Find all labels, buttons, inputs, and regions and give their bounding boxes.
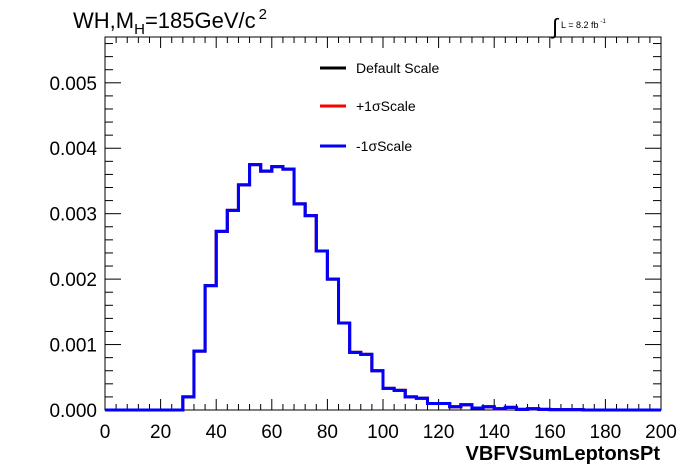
title-superscript: 2	[258, 6, 267, 23]
title-subscript: H	[134, 21, 145, 38]
series-line-2	[105, 163, 661, 412]
x-tick-label: 60	[261, 422, 282, 443]
x-tick-label: 200	[645, 422, 677, 443]
series-group	[105, 163, 661, 412]
x-tick-label: 140	[478, 422, 510, 443]
integral-symbol: ∫	[552, 14, 559, 39]
y-tick-label: 0.002	[49, 270, 97, 291]
x-tick-label: 40	[206, 422, 227, 443]
y-tick-label: 0.000	[49, 401, 97, 422]
x-tick-label: 120	[423, 422, 455, 443]
plot-title: WH,MH=185GeV/c 2	[73, 6, 267, 38]
x-tick-label: 0	[100, 422, 111, 443]
x-tick-label: 20	[150, 422, 171, 443]
x-tick-label: 160	[534, 422, 566, 443]
x-axis-title: VBFVSumLeptonsPt	[466, 443, 661, 465]
y-tick-label: 0.003	[49, 205, 97, 226]
legend: Default Scale +1σScale -1σScale	[320, 60, 439, 154]
y-tick-label: 0.005	[49, 74, 97, 95]
x-tick-label: 80	[317, 422, 338, 443]
title-main: WH,M	[73, 8, 135, 33]
luminosity-text: L = 8.2 fb	[561, 20, 599, 30]
legend-label: +1σScale	[356, 98, 416, 114]
y-tick-label: 0.004	[49, 139, 97, 160]
plot-frame	[104, 36, 662, 411]
x-tick-label: 100	[367, 422, 399, 443]
legend-label: Default Scale	[356, 60, 439, 76]
luminosity-superscript: -1	[600, 19, 606, 25]
y-tick-label: 0.001	[49, 336, 97, 357]
x-tick-label: 180	[590, 422, 622, 443]
legend-label: -1σScale	[356, 138, 412, 154]
x-axis: 0 20 40 60 80 100 120 140 160 180 200	[100, 37, 677, 443]
title-rest: =185GeV/c	[144, 8, 256, 33]
luminosity-label: ∫ L = 8.2 fb -1	[552, 8, 606, 39]
